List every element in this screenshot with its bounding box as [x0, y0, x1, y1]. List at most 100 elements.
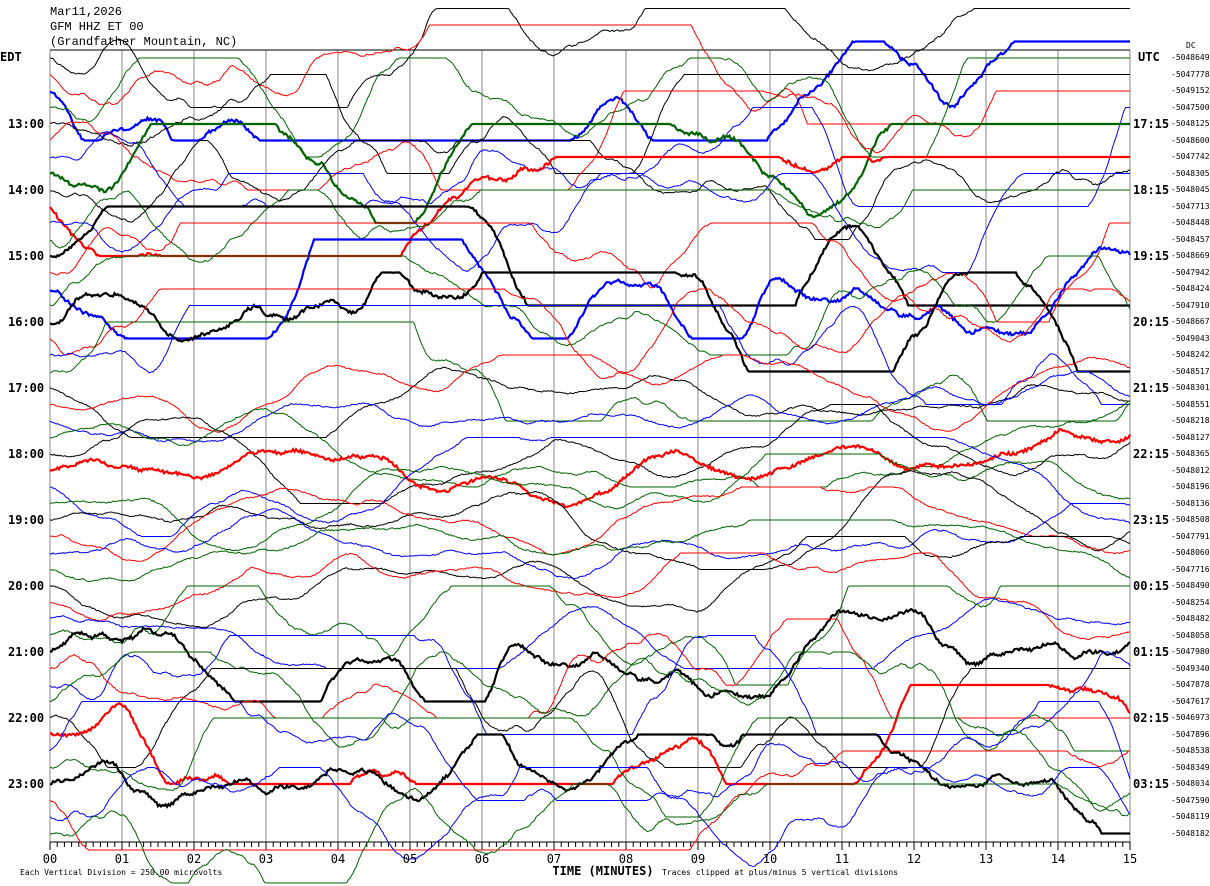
- dc-offset-label: -5048349: [1171, 762, 1210, 772]
- x-tick-label: 02: [186, 852, 202, 866]
- dc-offset-label: -5047910: [1171, 300, 1210, 310]
- utc-time-label: 19:15: [1133, 249, 1170, 263]
- seismic-trace: [49, 404, 1131, 504]
- edt-time-label: 18:00: [8, 447, 45, 461]
- dc-offset-label: -5048012: [1171, 465, 1210, 475]
- seismic-trace: [49, 750, 1130, 851]
- seismic-trace: [49, 90, 1130, 191]
- edt-time-label: 14:00: [8, 183, 45, 197]
- dc-offset-label: -5049152: [1171, 86, 1210, 95]
- x-tick-label: 03: [258, 852, 274, 866]
- utc-time-label: 02:15: [1133, 711, 1170, 725]
- seismic-trace: [49, 597, 1131, 669]
- dc-offset-label: -5048457: [1171, 234, 1210, 244]
- seismic-trace: [50, 140, 1131, 240]
- seismic-trace: [49, 305, 1130, 405]
- dc-offset-label: -5048127: [1171, 432, 1210, 442]
- dc-offset-label: -5047778: [1171, 69, 1210, 79]
- dc-offset-label: -5047980: [1171, 647, 1210, 656]
- dc-offset-label: -5048424: [1171, 284, 1210, 293]
- seismic-trace: [49, 502, 1131, 580]
- dc-offset-label: -5048060: [1171, 548, 1210, 557]
- seismic-trace: [49, 271, 1130, 373]
- seismic-trace: [49, 288, 1131, 379]
- edt-time-label: 16:00: [8, 315, 45, 329]
- dc-offset-label: -5048669: [1171, 251, 1210, 260]
- dc-offset-label: -5047590: [1171, 795, 1210, 805]
- x-tick-label: 10: [762, 852, 778, 866]
- x-axis-title: TIME (MINUTES): [552, 864, 654, 878]
- seismic-trace: [50, 255, 1131, 356]
- x-tick-label: 01: [114, 852, 130, 866]
- dc-offset-label: -5047617: [1171, 696, 1210, 706]
- x-tick-label: 04: [330, 852, 346, 866]
- dc-offset-label: -5047942: [1171, 267, 1210, 277]
- dc-offset-label: -5048365: [1171, 449, 1210, 458]
- date-label: Mar11,2026: [50, 5, 123, 19]
- station-label: GFM HHZ ET 00: [50, 20, 144, 34]
- edt-time-label: 19:00: [8, 513, 45, 527]
- edt-time-label: 22:00: [8, 711, 45, 725]
- x-tick-label: 08: [618, 852, 634, 866]
- dc-offset-label: -5047896: [1171, 729, 1210, 739]
- dc-offset-label: -5048508: [1171, 515, 1210, 524]
- dc-offset-label: -5048667: [1171, 317, 1210, 326]
- dc-offset-label: -5048119: [1171, 812, 1210, 821]
- edt-time-label: 20:00: [8, 579, 45, 593]
- seismic-trace: [49, 585, 1130, 686]
- dc-offset-label: -5048136: [1171, 498, 1210, 508]
- seismic-trace: [49, 767, 1131, 868]
- dc-label: DC: [1186, 41, 1196, 50]
- utc-time-label: 21:15: [1133, 381, 1170, 395]
- seismic-trace: [49, 519, 1131, 583]
- seismic-trace: [50, 400, 1131, 488]
- seismic-trace: [49, 733, 1130, 835]
- dc-offset-label: -5048551: [1171, 399, 1210, 409]
- utc-time-label: 01:15: [1133, 645, 1170, 659]
- dc-offset-label: -5048242: [1171, 350, 1210, 359]
- utc-time-label: 18:15: [1133, 183, 1170, 197]
- dc-offset-label: -5048125: [1171, 119, 1210, 128]
- dc-offset-label: -5048600: [1171, 135, 1210, 145]
- seismic-trace: [49, 40, 1130, 142]
- dc-offset-label: -5047713: [1171, 201, 1210, 211]
- seismic-trace: [49, 607, 1131, 703]
- seismic-trace: [49, 701, 1131, 801]
- scale-note: Each Vertical Division = 250.00 microvol…: [20, 868, 223, 877]
- dc-offset-label: -5048034: [1171, 779, 1210, 788]
- seismic-trace: [49, 635, 1131, 736]
- x-tick-label: 09: [690, 852, 706, 866]
- dc-offset-label: -5047742: [1171, 152, 1210, 161]
- seismic-trace: [49, 668, 1130, 768]
- utc-time-label: 03:15: [1133, 777, 1170, 791]
- edt-time-label: 21:00: [8, 645, 45, 659]
- seismic-trace: [49, 321, 1131, 422]
- seismic-trace: [49, 486, 1131, 562]
- dc-offset-label: -5047500: [1171, 102, 1210, 112]
- seismic-trace: [49, 651, 1130, 752]
- seismic-trace: [49, 366, 1131, 438]
- dc-offset-label: -5047878: [1171, 680, 1210, 689]
- x-tick-label: 06: [474, 852, 490, 866]
- seismic-trace: [49, 57, 1130, 158]
- x-tick-label: 07: [546, 852, 562, 866]
- dc-offset-label: -5049043: [1171, 333, 1210, 343]
- dc-offset-label: -5048196: [1171, 482, 1210, 491]
- dc-offset-label: -5048482: [1171, 614, 1210, 623]
- edt-time-label: 23:00: [8, 777, 45, 791]
- dc-offset-label: -5048538: [1171, 746, 1210, 755]
- utc-time-label: 23:15: [1133, 513, 1170, 527]
- x-tick-label: 05: [402, 852, 418, 866]
- clip-note: Traces clipped at plus/minus 5 vertical …: [662, 868, 899, 877]
- dc-offset-label: -5048301: [1171, 383, 1210, 392]
- dc-offset-label: -5048490: [1171, 581, 1210, 590]
- dc-offset-label: -5046973: [1171, 713, 1210, 722]
- edt-label: EDT: [0, 50, 22, 64]
- x-tick-label: 00: [42, 852, 58, 866]
- dc-offset-label: -5049340: [1171, 663, 1210, 673]
- dc-offset-label: -5048305: [1171, 168, 1210, 178]
- x-tick-label: 12: [906, 852, 922, 866]
- dc-offset-label: -5048045: [1171, 185, 1210, 194]
- dc-offset-label: -5048058: [1171, 630, 1210, 640]
